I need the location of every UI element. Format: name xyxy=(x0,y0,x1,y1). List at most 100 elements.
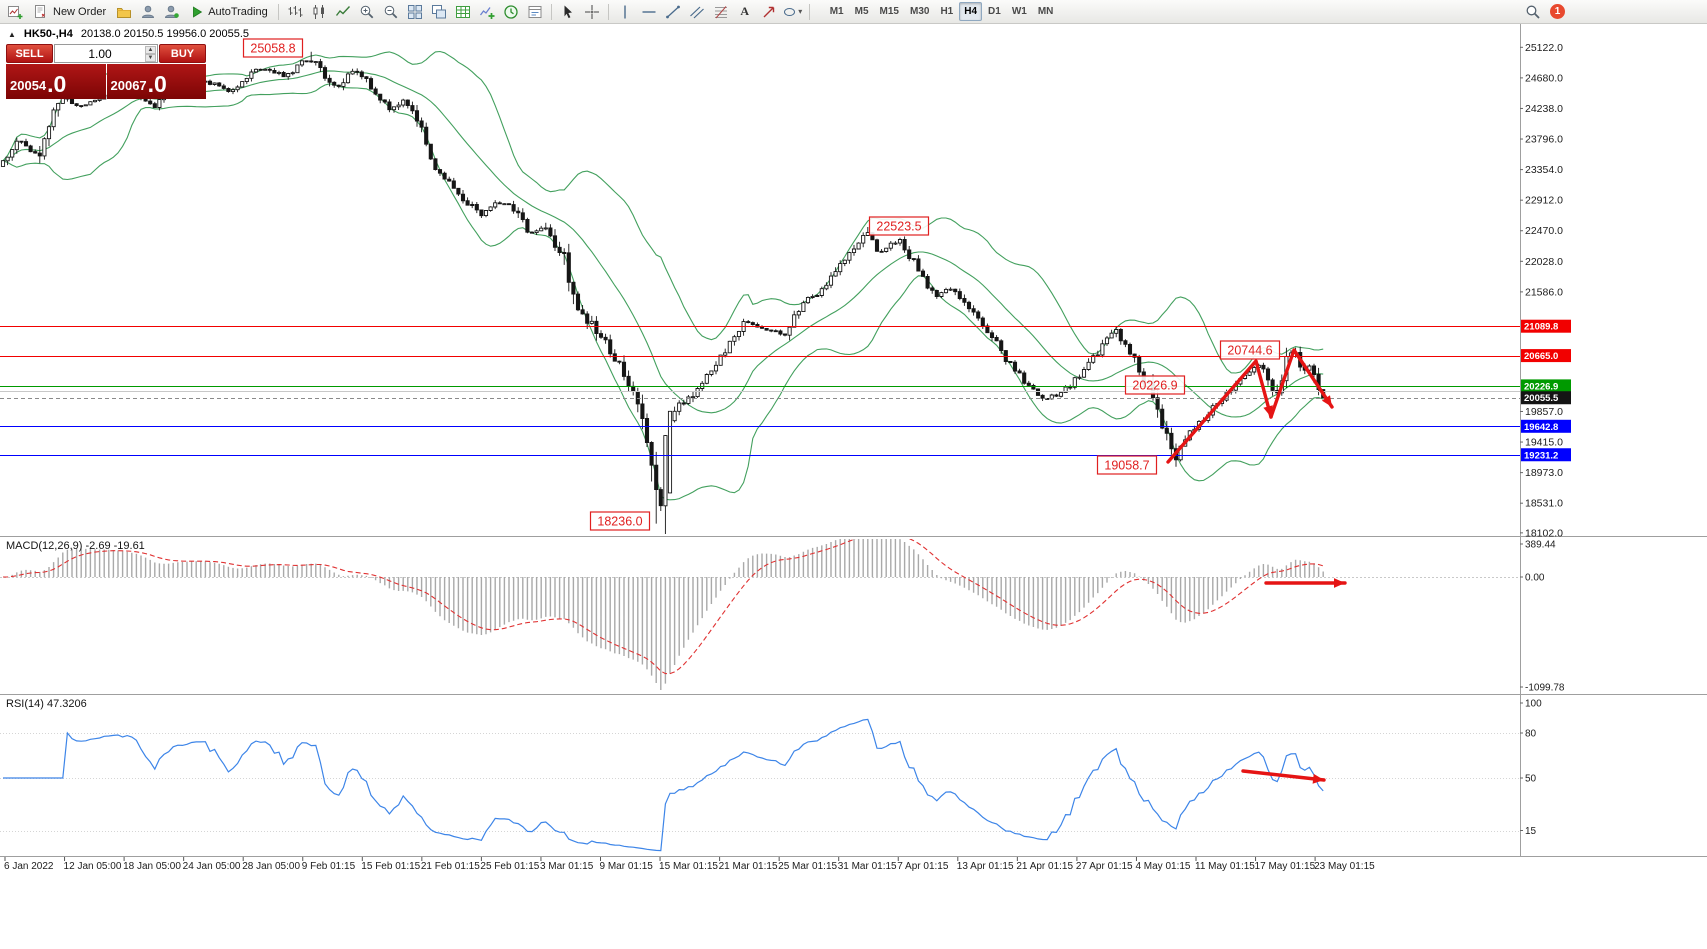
tile-windows-button[interactable] xyxy=(404,2,426,22)
arrow-label-tool-button[interactable] xyxy=(758,2,780,22)
vertical-line-icon xyxy=(624,5,626,18)
macd-indicator-label: MACD(12,26,9) -2.69 -19.61 xyxy=(6,540,145,552)
price-tag-annotation[interactable] xyxy=(868,216,930,236)
periods-button[interactable] xyxy=(500,2,522,22)
svg-text:6 Jan 2022: 6 Jan 2022 xyxy=(4,861,54,872)
price-axis: 25122.0 24680.0 24238.0 23796.0 23354.0 22912… xyxy=(1520,42,1571,837)
autotrading-button[interactable]: AutoTrading xyxy=(185,2,273,22)
chevron-down-icon: ▾ xyxy=(798,7,803,16)
chart-ohlc-values: 20138.0 20150.5 19956.0 20055.5 xyxy=(80,28,250,40)
search-button[interactable] xyxy=(1522,2,1544,22)
timeframe-h4-button[interactable]: H4 xyxy=(959,2,983,21)
trendline-tool-button[interactable] xyxy=(662,2,684,22)
new-chart-button[interactable] xyxy=(4,2,26,22)
crosshair-button[interactable] xyxy=(581,2,603,22)
market-watch-button[interactable] xyxy=(137,2,159,22)
candlestick-icon xyxy=(313,4,324,19)
zoom-out-button[interactable] xyxy=(380,2,402,22)
svg-text:15 Feb 01:15: 15 Feb 01:15 xyxy=(361,861,420,872)
volume-decrease-button[interactable]: ▼ xyxy=(145,53,156,62)
sell-price-display[interactable]: 20054 .0 xyxy=(6,64,106,99)
timeframe-m1-button[interactable]: M1 xyxy=(829,6,844,17)
shapes-dropdown-button[interactable]: ▾ xyxy=(782,2,804,22)
vertical-line-tool-button[interactable] xyxy=(614,2,636,22)
arrow-label-icon xyxy=(763,6,774,17)
svg-text:25122.0: 25122.0 xyxy=(1525,42,1563,54)
timeframe-m5-button[interactable]: M5 xyxy=(854,6,869,17)
timeframe-w1-button[interactable]: W1 xyxy=(1011,6,1027,17)
macd-histogram xyxy=(6,539,1324,690)
timeframe-mn-button[interactable]: MN xyxy=(1037,6,1054,17)
svg-text:0.00: 0.00 xyxy=(1525,573,1545,584)
price-tag-annotation[interactable] xyxy=(589,511,651,531)
template-icon xyxy=(528,5,542,18)
text-tool-icon: A xyxy=(740,4,750,18)
notification-badge[interactable]: 1 xyxy=(1550,4,1565,19)
profiles-button[interactable] xyxy=(113,2,135,22)
trend-arrows[interactable] xyxy=(1166,348,1347,784)
buy-button[interactable]: BUY xyxy=(159,44,206,63)
svg-text:18236.0: 18236.0 xyxy=(597,515,642,529)
bar-chart-type-button[interactable] xyxy=(284,2,306,22)
autotrading-play-icon xyxy=(193,5,203,18)
svg-text:4 May 01:15: 4 May 01:15 xyxy=(1135,861,1190,872)
candlestick-type-button[interactable] xyxy=(308,2,330,22)
templates-button[interactable] xyxy=(524,2,546,22)
zoom-in-button[interactable] xyxy=(356,2,378,22)
time-axis: 6 Jan 2022 12 Jan 05:00 18 Jan 05:00 24 Jan… xyxy=(4,857,1375,872)
svg-text:28 Jan 05:00: 28 Jan 05:00 xyxy=(242,861,300,872)
trend-arrow-annotation[interactable] xyxy=(1269,348,1334,419)
timeframe-m15-button[interactable]: M15 xyxy=(879,6,899,17)
svg-text:23 May 01:15: 23 May 01:15 xyxy=(1314,861,1375,872)
market-watch-icon xyxy=(142,5,155,18)
line-chart-type-button[interactable] xyxy=(332,2,354,22)
toolbar-separator xyxy=(808,3,810,20)
timeframe-d1-button[interactable]: D1 xyxy=(988,6,1001,17)
sell-price-pips: .0 xyxy=(47,71,67,97)
fibonacci-tool-button[interactable] xyxy=(710,2,732,22)
cursor-button[interactable] xyxy=(557,2,579,22)
text-tool-button[interactable]: A xyxy=(734,2,756,22)
svg-text:19857.0: 19857.0 xyxy=(1525,406,1563,418)
timeframe-h1-button[interactable]: H1 xyxy=(940,6,954,17)
svg-text:13 Apr 01:15: 13 Apr 01:15 xyxy=(957,861,1014,872)
volume-input[interactable] xyxy=(55,45,157,62)
trendline-icon xyxy=(665,5,680,18)
price-tag-annotation[interactable] xyxy=(1096,455,1158,475)
volume-field[interactable]: ▲ ▼ xyxy=(54,44,158,63)
indicators-button[interactable] xyxy=(476,2,498,22)
new-order-button[interactable]: New Order xyxy=(28,2,111,22)
price-annotations[interactable]: 25058.8 22523.5 20744.6 20226.9 19058.7 18236… xyxy=(242,38,1281,531)
horizontal-line-icon xyxy=(642,10,656,13)
auto-arrange-button[interactable] xyxy=(452,2,474,22)
svg-text:21 Mar 01:15: 21 Mar 01:15 xyxy=(719,861,778,872)
svg-text:18531.0: 18531.0 xyxy=(1525,498,1563,510)
horizontal-level-lines[interactable] xyxy=(0,326,1520,457)
navigator-icon xyxy=(165,5,179,18)
profiles-folder-icon xyxy=(117,7,132,18)
price-tag-annotation[interactable] xyxy=(1124,375,1186,395)
horizontal-line-tool-button[interactable] xyxy=(638,2,660,22)
price-tag-annotation[interactable] xyxy=(242,38,304,58)
trend-arrow-annotation[interactable] xyxy=(1166,359,1273,464)
buy-price-display[interactable]: 20067 .0 xyxy=(106,64,206,99)
timeframe-m30-button[interactable]: M30 xyxy=(909,6,930,17)
axis-level-badge xyxy=(1521,419,1571,433)
trend-arrow-annotation[interactable] xyxy=(1241,769,1326,782)
zoom-in-icon xyxy=(360,5,374,18)
rsi-line xyxy=(3,718,1324,852)
main-toolbar: New Order AutoTrading xyxy=(0,0,1707,24)
svg-text:22470.0: 22470.0 xyxy=(1525,225,1563,237)
price-tag-annotation[interactable] xyxy=(1219,340,1281,360)
svg-text:9 Feb 01:15: 9 Feb 01:15 xyxy=(302,861,356,872)
channel-tool-button[interactable] xyxy=(686,2,708,22)
svg-text:11 May 01:15: 11 May 01:15 xyxy=(1195,861,1255,872)
sell-button[interactable]: SELL xyxy=(6,44,53,63)
navigator-button[interactable] xyxy=(161,2,183,22)
one-click-trading-panel: SELL ▲ ▼ BUY 20054 .0 20067 .0 xyxy=(6,44,206,99)
volume-increase-button[interactable]: ▲ xyxy=(145,45,156,54)
cascade-windows-button[interactable] xyxy=(428,2,450,22)
svg-text:22523.5: 22523.5 xyxy=(876,220,921,234)
svg-text:12 Jan 05:00: 12 Jan 05:00 xyxy=(64,861,122,872)
